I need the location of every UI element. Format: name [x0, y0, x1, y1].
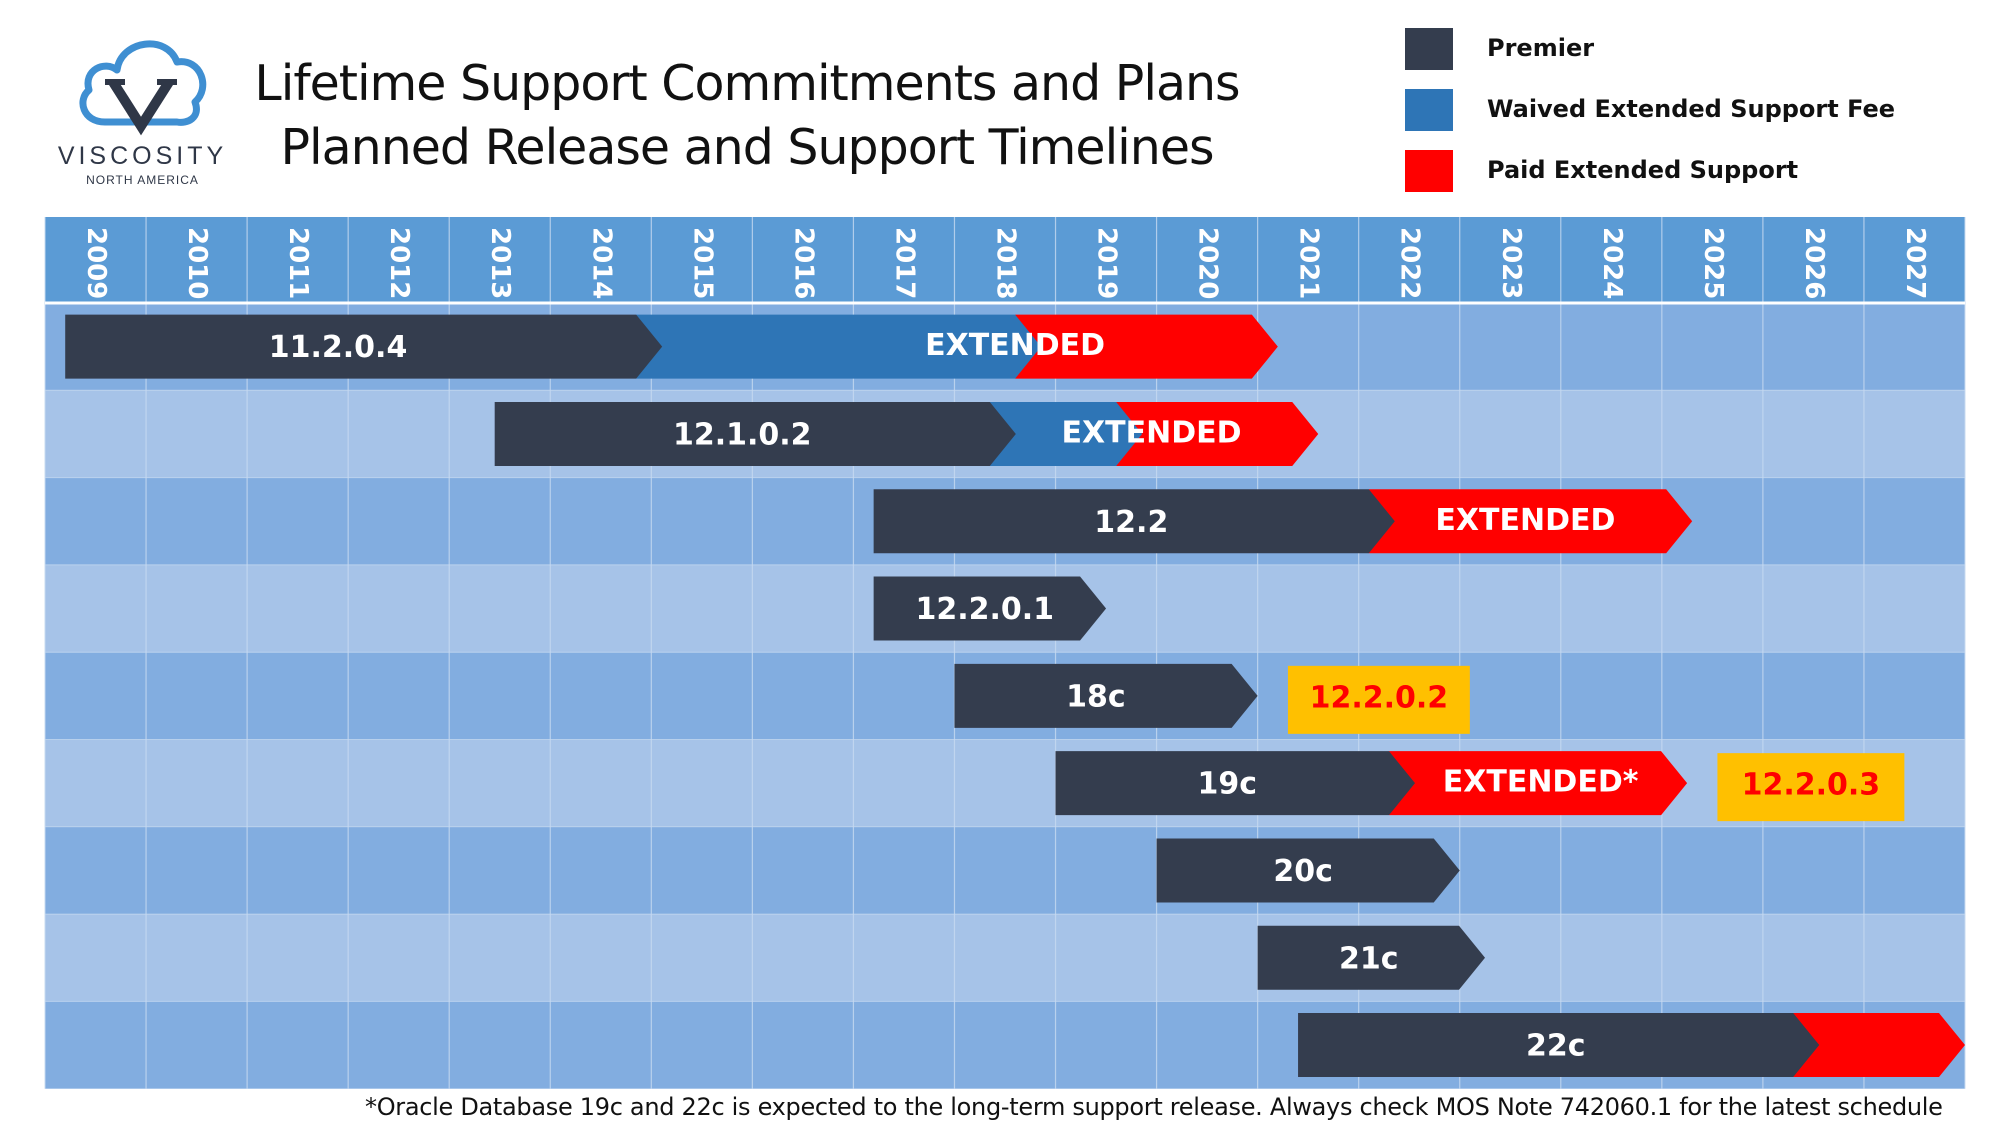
- year-label-2015: 2015: [687, 227, 717, 299]
- bar-paid-12.1.0.2: [1116, 401, 1319, 466]
- year-label-2014: 2014: [586, 227, 616, 299]
- extended-label-12.2: EXTENDED: [1435, 503, 1615, 538]
- extended-label-11.2.0.4: EXTENDED: [925, 328, 1105, 363]
- year-label-2013: 2013: [485, 227, 515, 299]
- logo-name: VISCOSITY: [57, 142, 228, 170]
- year-label-2011: 2011: [283, 227, 313, 299]
- release-label-21c: 21c: [1339, 941, 1399, 976]
- year-label-2009: 2009: [81, 227, 111, 299]
- row-band: [45, 914, 1965, 1002]
- release-label-19c: 19c: [1198, 767, 1258, 802]
- release-label-18c: 18c: [1066, 679, 1126, 714]
- footnote: *Oracle Database 19c and 22c is expected…: [365, 1093, 1943, 1121]
- badge-12.2.0.3: [1717, 753, 1905, 822]
- release-label-12.2.0.1: 12.2.0.1: [916, 592, 1055, 627]
- legend-label-paid: Paid Extended Support: [1487, 156, 1799, 184]
- title-line-2: Planned Release and Support Timelines: [280, 119, 1214, 176]
- year-label-2025: 2025: [1698, 227, 1728, 299]
- bar-premier-18c: [954, 663, 1258, 728]
- bar-premier-22c: [1298, 1013, 1820, 1078]
- bar-premier-21c: [1257, 925, 1485, 990]
- page-title: Lifetime Support Commitments and Plans P…: [252, 52, 1242, 180]
- release-label-11.2.0.4: 11.2.0.4: [269, 330, 408, 365]
- year-label-2012: 2012: [384, 227, 414, 299]
- year-label-2017: 2017: [889, 227, 919, 299]
- bar-paid-12.2: [1368, 489, 1693, 554]
- year-label-2020: 2020: [1193, 227, 1223, 299]
- bar-paid-19c: [1389, 751, 1688, 816]
- release-label-20c: 20c: [1273, 854, 1333, 889]
- year-label-2026: 2026: [1799, 227, 1829, 299]
- row-band: [45, 826, 1965, 915]
- cloud-logo-icon: [79, 40, 207, 136]
- release-label-12.1.0.2: 12.1.0.2: [673, 417, 812, 452]
- bar-premier-11.2.0.4: [65, 314, 663, 379]
- year-label-2027: 2027: [1900, 227, 1930, 299]
- release-label-12.2: 12.2: [1094, 505, 1168, 540]
- release-label-22c: 22c: [1526, 1029, 1586, 1064]
- year-label-2018: 2018: [991, 227, 1021, 299]
- extended-label-12.1.0.2: EXTENDED: [1062, 415, 1242, 450]
- year-label-2019: 2019: [1092, 227, 1122, 299]
- bar-premier-12.2: [873, 489, 1395, 554]
- legend-swatch-premier: [1405, 28, 1453, 70]
- badge-12.2.0.2: [1287, 665, 1470, 734]
- legend-label-premier: Premier: [1487, 34, 1595, 62]
- bar-premier-12.1.0.2: [494, 401, 1016, 466]
- badge-label-12.2.0.3: 12.2.0.3: [1742, 768, 1881, 803]
- bar-paid-22c: [1793, 1013, 1965, 1078]
- viscosity-logo: VISCOSITY NORTH AMERICA: [55, 30, 240, 190]
- legend-swatch-waived: [1405, 89, 1453, 131]
- bar-premier-20c: [1156, 838, 1460, 903]
- year-label-2022: 2022: [1395, 227, 1425, 299]
- title-line-1: Lifetime Support Commitments and Plans: [254, 55, 1240, 112]
- logo-subtitle: NORTH AMERICA: [86, 173, 199, 187]
- year-label-2021: 2021: [1294, 227, 1324, 299]
- bar-premier-12.2.0.1: [873, 576, 1107, 641]
- year-label-2023: 2023: [1496, 227, 1526, 299]
- bar-waived-11.2.0.4: [636, 314, 1042, 379]
- year-label-2024: 2024: [1597, 227, 1627, 299]
- bar-premier-19c: [1055, 751, 1415, 816]
- bar-paid-11.2.0.4: [1015, 314, 1278, 379]
- year-header: [45, 217, 1965, 303]
- badge-label-12.2.0.2: 12.2.0.2: [1310, 680, 1449, 715]
- extended-label-19c: EXTENDED*: [1443, 765, 1639, 800]
- year-label-2016: 2016: [788, 227, 818, 299]
- legend-swatch-paid: [1405, 150, 1453, 192]
- year-label-2010: 2010: [182, 227, 212, 299]
- legend-label-waived: Waived Extended Support Fee: [1487, 95, 1896, 123]
- bar-waived-12.1.0.2: [989, 401, 1143, 466]
